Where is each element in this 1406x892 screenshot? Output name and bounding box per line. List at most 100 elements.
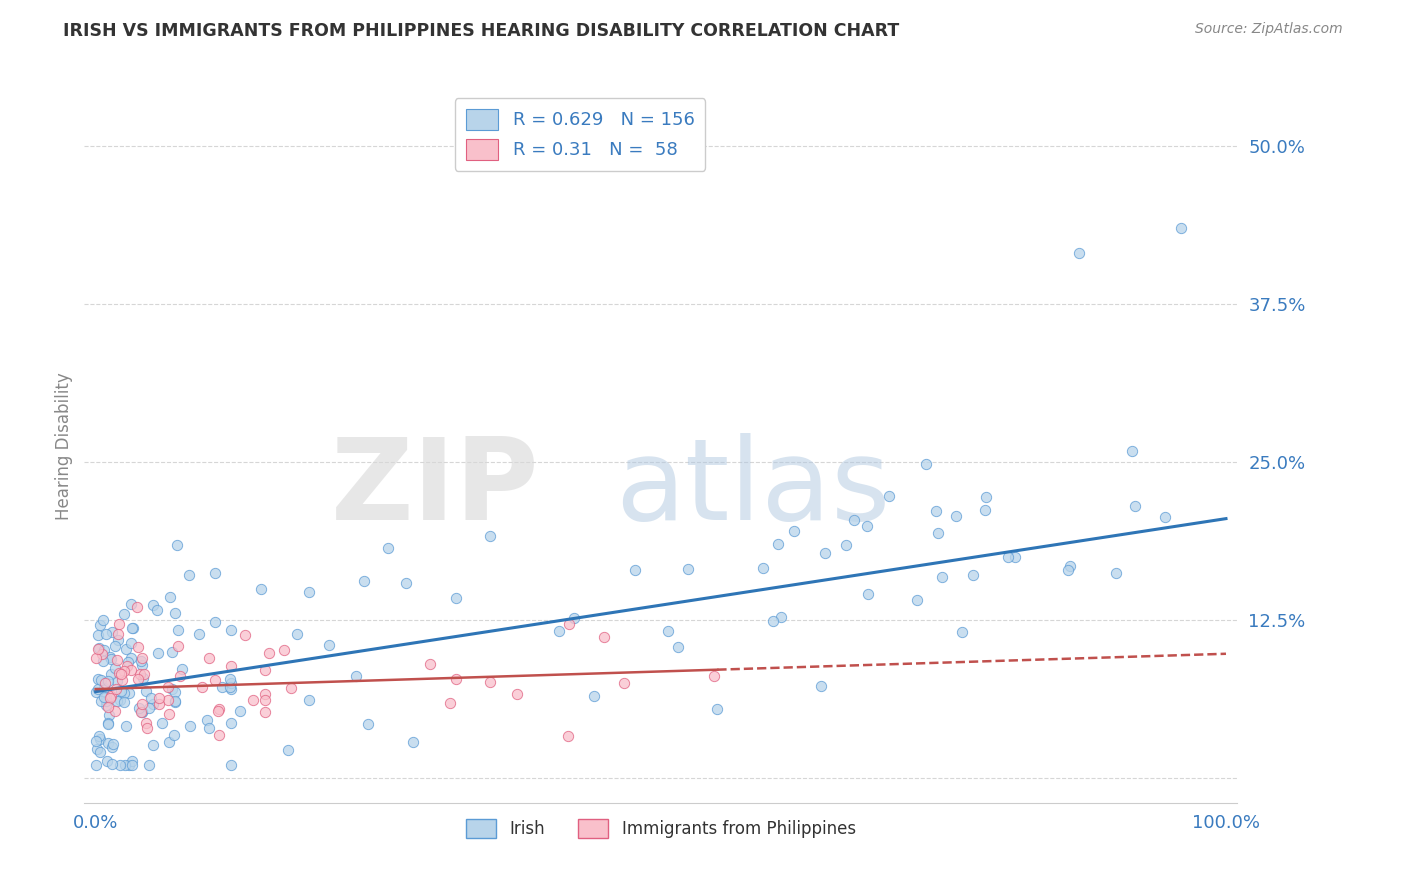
Y-axis label: Hearing Disability: Hearing Disability xyxy=(55,372,73,520)
Point xyxy=(120,650,142,665)
Point xyxy=(762,615,785,629)
Point xyxy=(666,640,689,655)
Point xyxy=(229,704,252,718)
Point xyxy=(974,503,997,517)
Point xyxy=(191,680,214,694)
Point xyxy=(104,640,127,654)
Point xyxy=(962,567,984,582)
Point xyxy=(97,736,120,750)
Point xyxy=(254,663,277,677)
Point xyxy=(142,598,165,612)
Point xyxy=(188,626,211,640)
Point xyxy=(402,735,425,749)
Point xyxy=(783,524,806,539)
Point xyxy=(204,673,226,687)
Point xyxy=(84,651,107,665)
Point xyxy=(752,561,775,575)
Point xyxy=(592,630,614,644)
Point xyxy=(104,704,127,718)
Point xyxy=(254,687,277,701)
Point xyxy=(127,600,149,615)
Point xyxy=(104,681,127,696)
Point xyxy=(108,693,131,707)
Point xyxy=(100,756,122,771)
Point xyxy=(163,728,186,742)
Point xyxy=(204,615,226,629)
Point xyxy=(91,654,114,668)
Text: atlas: atlas xyxy=(614,434,890,544)
Point xyxy=(93,643,115,657)
Point xyxy=(100,667,122,681)
Point xyxy=(877,489,900,503)
Point xyxy=(254,693,277,707)
Point xyxy=(84,684,107,698)
Point xyxy=(1004,550,1026,565)
Point xyxy=(118,686,141,700)
Point xyxy=(676,562,699,576)
Point xyxy=(479,675,502,690)
Point xyxy=(122,621,145,635)
Text: ZIP: ZIP xyxy=(332,434,540,544)
Point xyxy=(318,638,340,652)
Point xyxy=(221,624,243,638)
Point xyxy=(997,550,1019,565)
Point xyxy=(357,716,380,731)
Point xyxy=(104,661,127,675)
Point xyxy=(207,704,229,718)
Point xyxy=(87,681,110,696)
Point xyxy=(96,690,118,705)
Point xyxy=(131,705,153,719)
Point xyxy=(131,654,153,668)
Point xyxy=(93,681,115,696)
Point xyxy=(156,680,179,694)
Point xyxy=(159,590,181,604)
Point xyxy=(131,651,153,665)
Point xyxy=(115,659,138,673)
Point xyxy=(114,758,136,772)
Point xyxy=(766,537,789,551)
Point xyxy=(97,674,120,689)
Point xyxy=(769,609,792,624)
Point xyxy=(84,758,107,772)
Point xyxy=(89,618,111,632)
Point xyxy=(110,684,132,698)
Point xyxy=(97,717,120,731)
Point xyxy=(160,681,183,696)
Point xyxy=(1123,499,1146,513)
Point xyxy=(280,681,302,695)
Point xyxy=(112,685,135,699)
Point xyxy=(344,669,367,683)
Point xyxy=(120,597,142,611)
Point xyxy=(558,617,581,632)
Point xyxy=(100,690,122,704)
Point xyxy=(112,607,135,621)
Point xyxy=(297,693,319,707)
Point xyxy=(706,702,728,716)
Point xyxy=(121,754,143,768)
Point xyxy=(90,694,112,708)
Point xyxy=(927,526,949,541)
Point xyxy=(120,636,142,650)
Point xyxy=(107,617,129,632)
Point xyxy=(1056,563,1078,577)
Point xyxy=(439,696,461,710)
Point xyxy=(135,722,157,736)
Point xyxy=(221,676,243,690)
Point xyxy=(91,647,114,661)
Point xyxy=(138,758,160,772)
Point xyxy=(86,642,108,657)
Point xyxy=(298,585,321,599)
Point xyxy=(86,742,108,756)
Point xyxy=(94,676,117,690)
Point xyxy=(157,735,180,749)
Point xyxy=(89,731,111,746)
Point xyxy=(1121,444,1143,458)
Point xyxy=(97,707,120,722)
Point xyxy=(233,628,256,642)
Point xyxy=(129,667,152,681)
Point xyxy=(163,607,186,621)
Point xyxy=(131,698,153,712)
Point xyxy=(211,680,233,694)
Point xyxy=(160,645,183,659)
Point xyxy=(557,729,579,743)
